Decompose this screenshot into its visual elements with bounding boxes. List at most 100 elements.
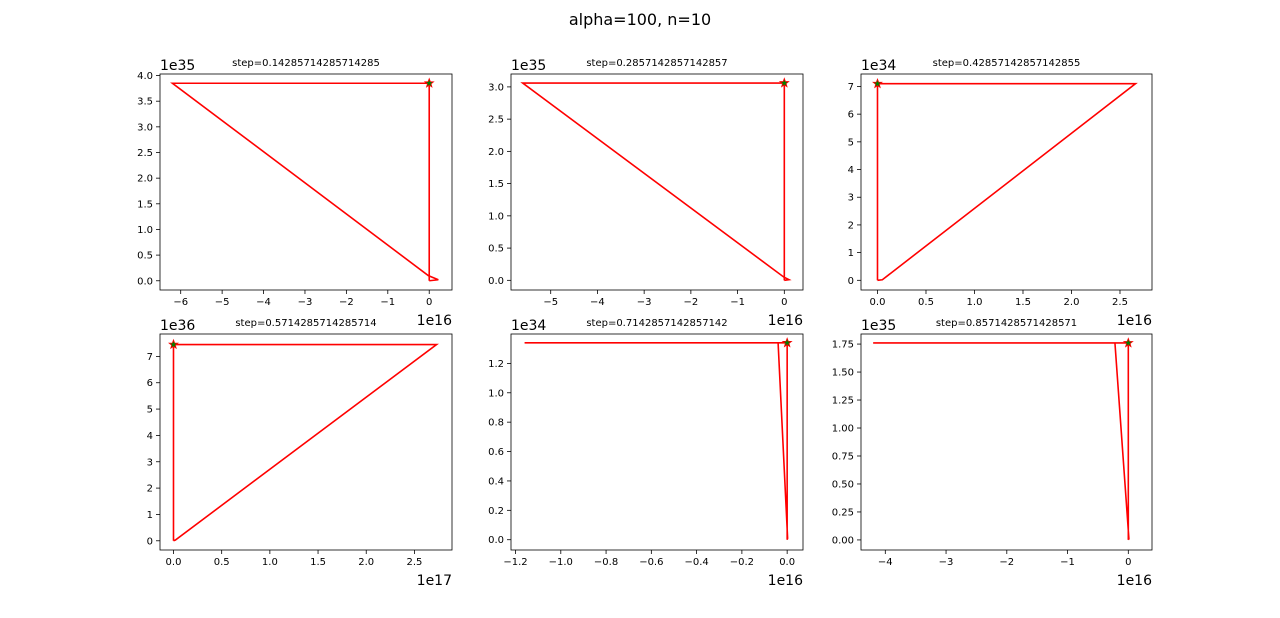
axes-frame bbox=[159, 333, 453, 551]
star-marker bbox=[168, 338, 179, 350]
axes-frame bbox=[159, 73, 453, 291]
y-tick-label: 0.50 bbox=[832, 479, 854, 490]
x-tick-label: −2 bbox=[683, 297, 698, 308]
y-tick-label: 2.0 bbox=[137, 174, 153, 185]
x-tick-label: 2.5 bbox=[1112, 297, 1128, 308]
y-tick-label: 1 bbox=[848, 248, 854, 259]
x-tick-label: 2.0 bbox=[358, 557, 374, 568]
x-tick-label: 2.5 bbox=[406, 557, 422, 568]
y-tick-label: 1.75 bbox=[832, 340, 854, 351]
x-tick-label: −1 bbox=[730, 297, 745, 308]
y-tick-label: 0.8 bbox=[488, 418, 504, 429]
star-marker bbox=[1122, 337, 1134, 348]
x-tick-label: 0 bbox=[426, 297, 432, 308]
y-tick-label: 1 bbox=[147, 510, 153, 521]
subplot-3: step=0.42857142857142855 1e34 1e16 0.0 0.5 1.… bbox=[848, 58, 1153, 329]
y-tick-label: 4 bbox=[848, 165, 854, 176]
y-tick-label: 0.0 bbox=[137, 276, 153, 287]
axes-frame bbox=[860, 333, 1153, 551]
y-tick-label: 0 bbox=[848, 276, 854, 287]
y-tick-label: 3.0 bbox=[488, 82, 504, 93]
y-tick-label: 3 bbox=[147, 457, 153, 468]
axes-frame bbox=[860, 73, 1153, 291]
subplot-1: step=0.14285714285714285 1e35 1e16 −6 −5 −4 −3… bbox=[137, 58, 453, 329]
subplot-4: step=0.5714285714285714 1e36 1e17 0.0 0.5 1.0… bbox=[147, 318, 453, 589]
star-marker bbox=[778, 77, 790, 88]
x-tick-label: −0.2 bbox=[730, 557, 754, 568]
data-line bbox=[876, 82, 1138, 282]
y-tick-label: 0.4 bbox=[488, 476, 504, 487]
x-tick-label: −3 bbox=[298, 297, 313, 308]
y-tick-label: 0.75 bbox=[832, 451, 854, 462]
x-tick-label: −0.6 bbox=[639, 557, 663, 568]
x-tick-label: 0.0 bbox=[779, 557, 795, 568]
star-marker bbox=[872, 77, 883, 89]
data-line bbox=[520, 82, 792, 282]
x-tick-label: −4 bbox=[590, 297, 605, 308]
x-offset-label: 1e16 bbox=[417, 313, 452, 329]
y-tick-label: 1.0 bbox=[137, 225, 153, 236]
x-tick-label: 0 bbox=[1125, 557, 1131, 568]
data-line bbox=[873, 342, 1130, 541]
x-tick-label: 0.0 bbox=[870, 297, 886, 308]
x-tick-label: 0.5 bbox=[918, 297, 934, 308]
x-tick-label: 1.5 bbox=[1015, 297, 1031, 308]
y-tick-label: 1.2 bbox=[488, 359, 504, 370]
y-tick-label: 5 bbox=[147, 405, 153, 416]
y-tick-label: 1.0 bbox=[488, 388, 504, 399]
star-marker bbox=[423, 77, 435, 88]
subplot-title: step=0.8571428571428571 bbox=[936, 318, 1077, 329]
y-tick-label: 7 bbox=[848, 82, 854, 93]
y-tick-label: 1.00 bbox=[832, 424, 854, 435]
y-tick-label: 1.5 bbox=[137, 199, 153, 210]
y-tick-label: 0.5 bbox=[488, 244, 504, 255]
x-offset-label: 1e16 bbox=[768, 573, 803, 589]
x-offset-label: 1e17 bbox=[417, 573, 452, 589]
x-tick-label: −1.0 bbox=[549, 557, 573, 568]
y-tick-label: 2.5 bbox=[488, 115, 504, 126]
x-tick-label: −1 bbox=[1060, 557, 1075, 568]
y-offset-label: 1e35 bbox=[160, 58, 195, 74]
y-tick-label: 5 bbox=[848, 137, 854, 148]
y-tick-label: 0.25 bbox=[832, 507, 854, 518]
y-tick-label: 1.5 bbox=[488, 179, 504, 190]
x-tick-label: −3 bbox=[939, 557, 954, 568]
subplot-title: step=0.2857142857142857 bbox=[586, 58, 727, 69]
x-offset-label: 1e16 bbox=[1117, 313, 1152, 329]
figure-title: alpha=100, n=10 bbox=[568, 10, 712, 29]
x-tick-label: −2 bbox=[339, 297, 354, 308]
subplot-6: step=0.8571428571428571 1e35 1e16 −4 −3 −2 −1 0… bbox=[832, 318, 1153, 589]
y-tick-label: 0.00 bbox=[832, 535, 854, 546]
data-line bbox=[524, 342, 789, 540]
axes-frame bbox=[510, 73, 804, 291]
subplot-title: step=0.42857142857142855 bbox=[933, 58, 1081, 69]
star-marker bbox=[781, 337, 793, 348]
y-tick-label: 1.25 bbox=[832, 396, 854, 407]
x-tick-label: −4 bbox=[256, 297, 271, 308]
x-tick-label: 1.0 bbox=[967, 297, 983, 308]
subplot-2: step=0.2857142857142857 1e35 1e16 −5 −4 −3 −2 −… bbox=[488, 58, 804, 329]
y-offset-label: 1e36 bbox=[160, 318, 195, 334]
x-tick-label: 0.0 bbox=[166, 557, 182, 568]
y-tick-label: 0.0 bbox=[488, 535, 504, 546]
y-tick-label: 0.5 bbox=[137, 251, 153, 262]
x-tick-label: −4 bbox=[878, 557, 893, 568]
y-tick-label: 1.0 bbox=[488, 211, 504, 222]
x-tick-label: −1 bbox=[380, 297, 395, 308]
subplot-title: step=0.7142857142857142 bbox=[586, 318, 727, 329]
subplot-title: step=0.5714285714285714 bbox=[235, 318, 376, 329]
y-tick-label: 6 bbox=[147, 378, 153, 389]
axes-frame bbox=[510, 333, 804, 551]
y-tick-label: 1.50 bbox=[832, 368, 854, 379]
x-tick-label: 0.5 bbox=[214, 557, 230, 568]
y-tick-label: 6 bbox=[848, 110, 854, 121]
y-tick-label: 0.2 bbox=[488, 506, 504, 517]
data-line bbox=[172, 343, 439, 542]
x-tick-label: −5 bbox=[543, 297, 558, 308]
x-tick-label: 2.0 bbox=[1064, 297, 1080, 308]
subplot-title: step=0.14285714285714285 bbox=[232, 58, 380, 69]
x-tick-label: −6 bbox=[173, 297, 188, 308]
y-tick-label: 0.6 bbox=[488, 447, 504, 458]
